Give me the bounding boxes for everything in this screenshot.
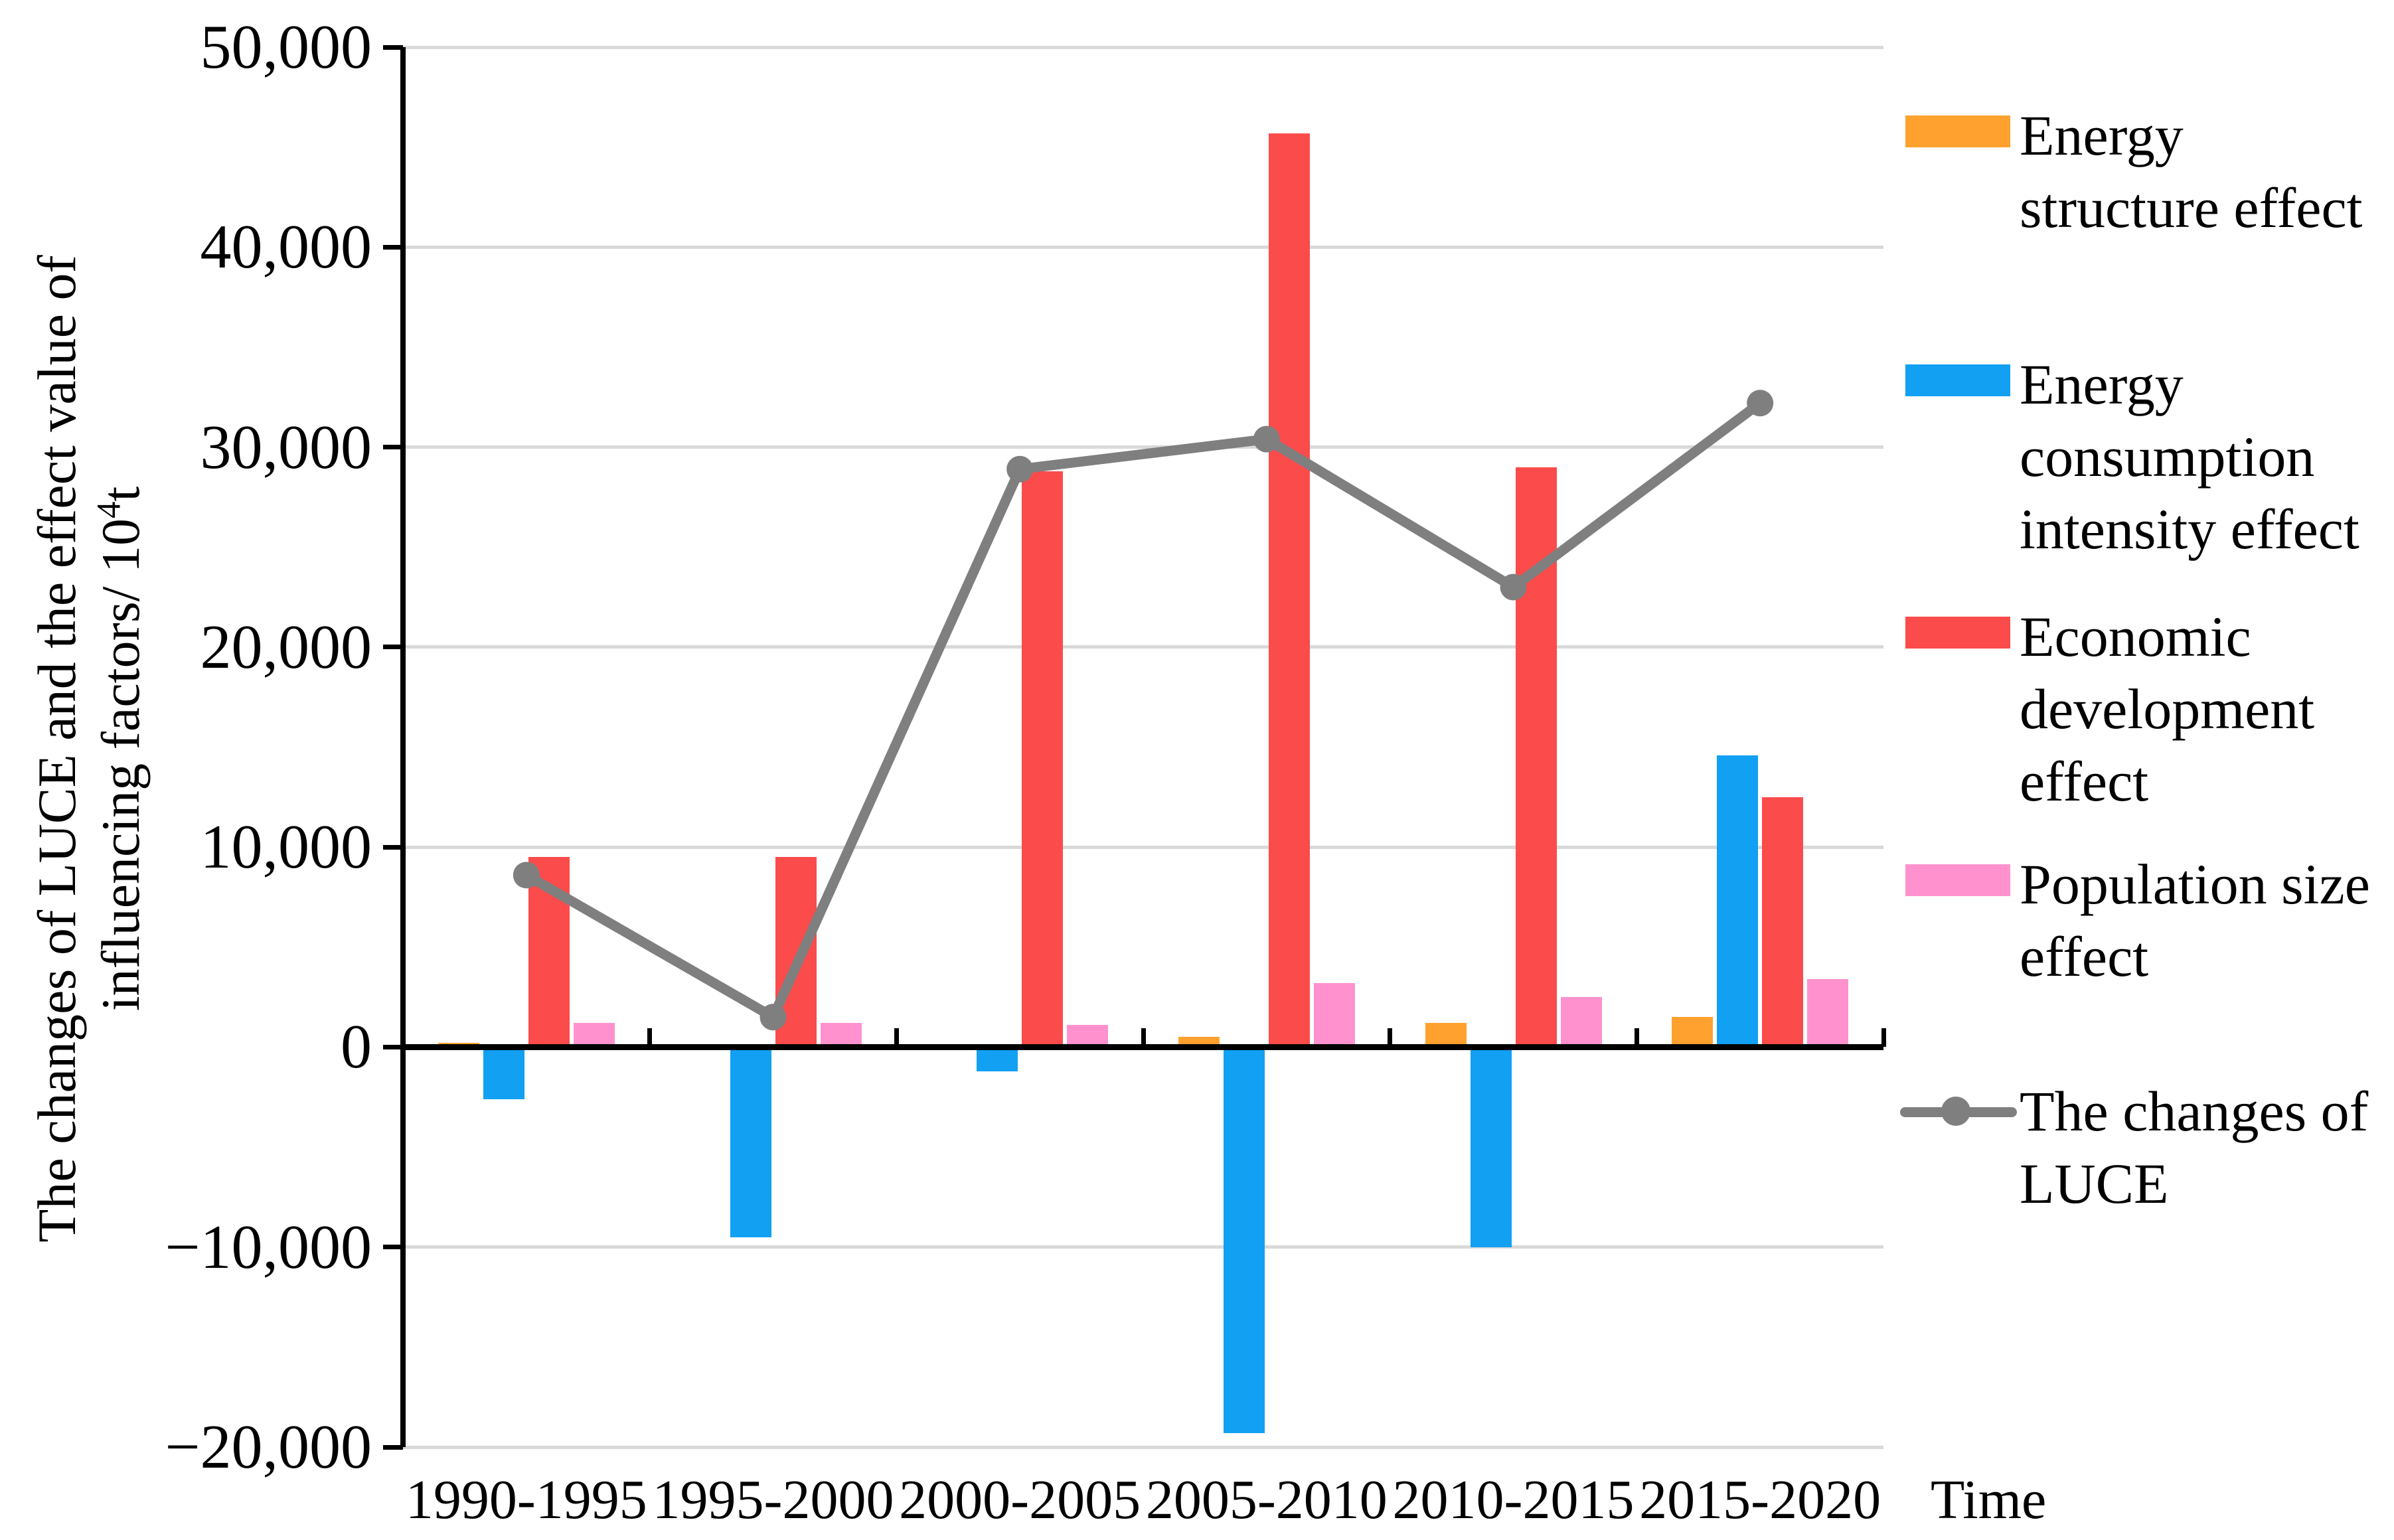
y-tick-label: −10,000: [165, 1212, 372, 1282]
legend-label-line: LUCE: [2020, 1152, 2169, 1216]
y-axis-tick-40000: [383, 244, 403, 250]
y-axis-tick-0: [383, 1044, 403, 1049]
legend-label-line: Energy: [2020, 104, 2184, 167]
bar-energy-structure-effect-2015-2020: [1672, 1017, 1714, 1047]
gridline-50000: [403, 45, 1883, 49]
bar-population-size-effect-2015-2020: [1807, 978, 1849, 1047]
bar-population-size-effect-2000-2005: [1067, 1025, 1109, 1047]
x-tick-label: 1990-1995: [405, 1469, 647, 1531]
category-boundary-tick: [1141, 1028, 1146, 1047]
gridline-20000: [403, 645, 1883, 649]
energy-consumption-intensity-effect-swatch: [1905, 364, 2010, 396]
y-axis-tick--10000: [383, 1245, 403, 1250]
y-tick-label: 10,000: [200, 812, 372, 882]
bar-population-size-effect-1990-1995: [573, 1023, 615, 1047]
population-size-effect-swatch: [1905, 864, 2010, 896]
legend-label-economic-development-effect: Economic development effect: [2020, 601, 2394, 818]
category-boundary-tick: [1634, 1028, 1639, 1047]
legend-label-line: consumption: [2020, 425, 2315, 489]
x-axis-zero-line: [403, 1043, 1883, 1050]
gridline-10000: [403, 845, 1883, 849]
y-axis-line: [400, 47, 406, 1447]
legend-label-line: structure effect: [2020, 176, 2363, 240]
x-tick-label: 2005-2010: [1145, 1469, 1388, 1531]
y-tick-label: 40,000: [200, 212, 372, 282]
luce-point-2015-2020: [1747, 390, 1774, 417]
legend-label-line: Economic: [2020, 605, 2251, 668]
bar-energy-consumption-intensity-effect-2005-2010: [1223, 1047, 1265, 1433]
bar-population-size-effect-2010-2015: [1560, 997, 1602, 1047]
gridline--10000: [403, 1245, 1883, 1249]
legend-label-line: effect: [2020, 925, 2149, 989]
bar-energy-consumption-intensity-effect-2015-2020: [1717, 755, 1759, 1047]
legend-label-population-size-effect: Population size effect: [2020, 848, 2394, 993]
gridline-30000: [403, 445, 1883, 449]
legend-label-the-changes-of-luce: The changes of LUCE: [2020, 1075, 2394, 1220]
bar-energy-consumption-intensity-effect-2000-2005: [977, 1047, 1018, 1071]
y-tick-label: 30,000: [200, 412, 372, 482]
bar-population-size-effect-1995-2000: [820, 1023, 862, 1047]
category-boundary-tick: [1881, 1028, 1886, 1047]
luce-point-1995-2000: [759, 1004, 787, 1031]
legend-label-line: The changes of: [2020, 1079, 2369, 1143]
legend-label-line: development: [2020, 677, 2315, 741]
y-axis-tick-20000: [383, 645, 403, 650]
gridline-40000: [403, 245, 1883, 249]
bar-economic-development-effect-2000-2005: [1022, 471, 1064, 1047]
luce-point-2000-2005: [1006, 455, 1034, 483]
x-tick-label: 2000-2005: [899, 1469, 1141, 1531]
y-axis-tick-30000: [383, 445, 403, 450]
bar-energy-consumption-intensity-effect-1990-1995: [483, 1047, 524, 1099]
the-changes-of-luce-marker-dot: [1941, 1097, 1970, 1126]
bar-economic-development-effect-2005-2010: [1268, 133, 1310, 1047]
category-boundary-tick: [647, 1028, 653, 1047]
bar-economic-development-effect-2015-2020: [1762, 797, 1804, 1047]
economic-development-effect-swatch: [1905, 617, 2010, 649]
luce-point-2010-2015: [1500, 574, 1527, 601]
bar-population-size-effect-2005-2010: [1313, 983, 1355, 1047]
y-axis-tick-10000: [383, 844, 403, 850]
energy-structure-effect-swatch: [1905, 116, 2010, 147]
legend-label-line: intensity effect: [2020, 497, 2359, 562]
y-axis-tick-50000: [383, 44, 403, 50]
y-axis-tick--20000: [383, 1444, 403, 1450]
gridline--20000: [403, 1445, 1883, 1449]
luce-point-2005-2010: [1253, 425, 1280, 453]
legend-label-energy-structure-effect: Energy structure effect: [2020, 100, 2394, 244]
category-boundary-tick: [894, 1028, 899, 1047]
x-tick-label: 2015-2020: [1639, 1469, 1881, 1531]
legend-label-line: Energy: [2020, 352, 2184, 416]
luce-line: [521, 398, 1765, 1022]
x-tick-label: 1995-2000: [652, 1469, 894, 1531]
legend-label-line: effect: [2020, 749, 2149, 814]
legend: Energy structure effect Energy consumption i…: [1900, 0, 2394, 1540]
x-axis-title: Time: [1931, 1469, 2047, 1531]
x-tick-label: 2010-2015: [1392, 1469, 1635, 1531]
y-tick-label: 20,000: [200, 612, 372, 682]
legend-label-line: Population size: [2020, 852, 2370, 916]
bar-energy-structure-effect-2010-2015: [1425, 1023, 1467, 1047]
y-tick-label: 0: [341, 1012, 372, 1082]
y-tick-label: 50,000: [200, 13, 372, 82]
legend-label-energy-consumption-intensity-effect: Energy consumption intensity effect: [2020, 348, 2394, 566]
luce-point-1990-1995: [513, 862, 540, 889]
y-tick-label: −20,000: [165, 1413, 372, 1482]
bar-energy-consumption-intensity-effect-2010-2015: [1470, 1047, 1512, 1247]
category-boundary-tick: [1388, 1028, 1393, 1047]
bar-energy-consumption-intensity-effect-1995-2000: [730, 1047, 771, 1237]
